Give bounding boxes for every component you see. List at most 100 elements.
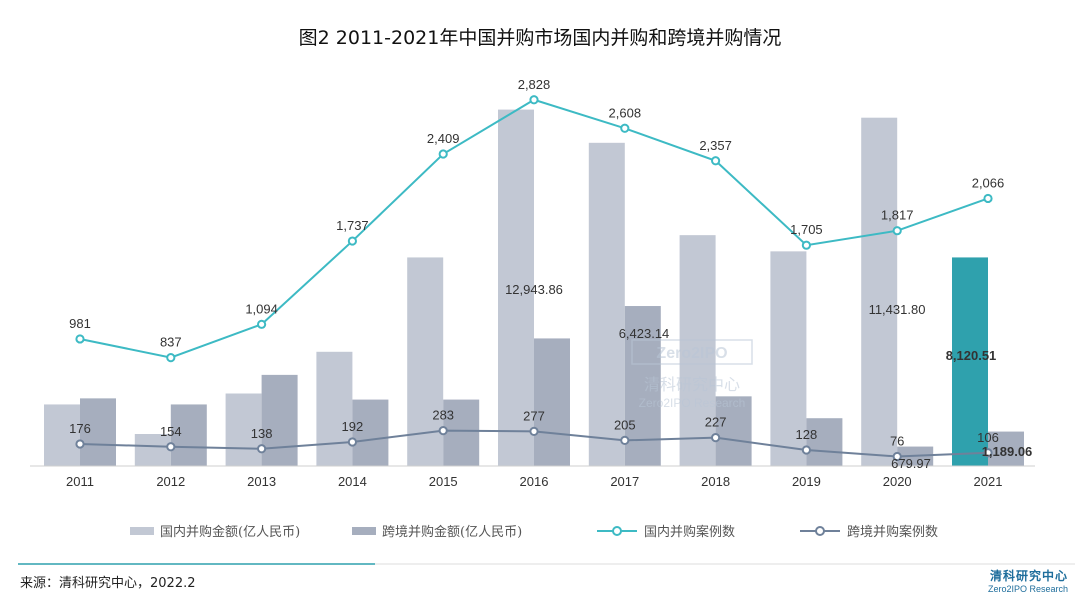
- label-domestic-amount-2021: 8,120.51: [946, 348, 997, 363]
- label-domestic-cases-2011: 981: [69, 316, 91, 331]
- legend-swatch-1: [352, 527, 376, 535]
- watermark: Zero2IPO 清科研究中心 Zero2IPO Research: [631, 339, 753, 410]
- label-domestic-cases-2019: 1,705: [790, 222, 823, 237]
- x-tick-2014: 2014: [338, 474, 367, 489]
- watermark-logo: Zero2IPO: [656, 345, 727, 362]
- point-cross-2013: [257, 444, 267, 454]
- label-domestic-amount-2020: 11,431.80: [869, 302, 926, 317]
- point-domestic-2020: [892, 226, 902, 236]
- bar-domestic-2020: [861, 117, 898, 466]
- label-cross-cases-2011: 176: [69, 421, 91, 436]
- bar-cross-2014: [352, 399, 389, 466]
- x-tick-2011: 2011: [66, 474, 94, 489]
- legend-label-1: 跨境并购金额(亿人民币): [382, 524, 522, 540]
- watermark-logo-frame: [631, 339, 753, 365]
- label-domestic-cases-2020: 1,817: [881, 208, 914, 223]
- x-axis: 2011 2012 2013 2014 2015 2016 2017 2018 2019 2020…: [30, 465, 1035, 489]
- x-tick-2012: 2012: [156, 474, 185, 489]
- point-cross-2017: [620, 435, 630, 445]
- source-note: 来源：清科研究中心，2022.2: [20, 576, 196, 591]
- point-cross-2018: [711, 433, 721, 443]
- label-cross-cases-2019: 128: [796, 427, 818, 442]
- bar-domestic-2017: [588, 142, 625, 466]
- label-cross-cases-2020: 76: [890, 434, 904, 449]
- bars-layer: [44, 109, 1024, 466]
- bar-domestic-2018: [679, 235, 716, 466]
- x-tick-2013: 2013: [247, 474, 276, 489]
- point-cross-2012: [166, 442, 176, 452]
- legend-label-2: 国内并购案例数: [644, 524, 735, 540]
- label-domestic-cases-2012: 837: [160, 335, 182, 350]
- bar-domestic-2013: [225, 393, 262, 466]
- legend-swatch-0: [130, 527, 154, 535]
- point-domestic-2016: [529, 95, 539, 105]
- label-cross-cases-2012: 154: [160, 424, 182, 439]
- label-cross-cases-2016: 277: [523, 408, 545, 423]
- point-cross-2015: [438, 426, 448, 436]
- label-domestic-cases-2016: 2,828: [518, 77, 551, 92]
- legend-marker-3: [815, 526, 825, 536]
- label-cross-cases-2014: 192: [342, 419, 364, 434]
- bar-cross-2015: [443, 399, 480, 466]
- bar-domestic-2012: [134, 434, 171, 466]
- watermark-cn: 清科研究中心: [644, 376, 740, 394]
- point-cross-2016: [529, 426, 539, 436]
- label-cross-cases-2017: 205: [614, 417, 636, 432]
- x-tick-2021: 2021: [974, 474, 1003, 489]
- bar-cross-2013: [261, 374, 298, 466]
- point-cross-2014: [347, 437, 357, 447]
- point-cross-2020: [892, 451, 902, 462]
- bar-cross-2021: [988, 431, 1024, 466]
- x-tick-2020: 2020: [883, 474, 912, 489]
- point-domestic-2021: [983, 193, 993, 204]
- brand-name-en: Zero2IPO Research: [987, 584, 1068, 594]
- label-domestic-cases-2015: 2,409: [427, 131, 460, 146]
- label-cross-amount-2021: 1,189.06: [982, 444, 1033, 459]
- label-domestic-amount-2016: 12,943.86: [505, 282, 563, 297]
- x-tick-2019: 2019: [792, 474, 821, 489]
- label-cross-cases-2015: 283: [432, 408, 454, 423]
- bar-domestic-2011: [44, 404, 80, 466]
- bar-domestic-2019: [770, 251, 807, 466]
- label-domestic-cases-2013: 1,094: [245, 301, 278, 316]
- bar-cross-2019: [806, 418, 843, 466]
- x-tick-2017: 2017: [610, 474, 639, 489]
- label-cross-cases-2021: 106: [977, 430, 999, 445]
- point-cross-2021: [983, 448, 993, 458]
- chart-title: 图2 2011-2021年中国并购市场国内并购和跨境并购情况: [299, 27, 782, 49]
- x-tick-2018: 2018: [701, 474, 730, 489]
- bar-domestic-2014: [316, 351, 353, 466]
- label-domestic-cases-2014: 1,737: [336, 218, 369, 233]
- x-tick-2016: 2016: [520, 474, 549, 489]
- label-cross-amount-2017: 6,423.14: [619, 326, 670, 341]
- legend-marker-2: [612, 526, 622, 536]
- point-domestic-2017: [620, 123, 630, 133]
- label-domestic-cases-2018: 2,357: [699, 138, 732, 153]
- label-domestic-cases-2021: 2,066: [972, 175, 1005, 190]
- point-domestic-2013: [257, 319, 267, 329]
- legend: 国内并购金额(亿人民币) 跨境并购金额(亿人民币) 国内并购案例数 跨境并购案例数: [130, 524, 938, 540]
- point-domestic-2014: [347, 236, 357, 246]
- point-cross-2011: [75, 439, 85, 449]
- bar-domestic-2021: [952, 257, 988, 466]
- point-domestic-2012: [166, 353, 176, 363]
- label-cross-cases-2013: 138: [251, 426, 273, 441]
- point-domestic-2018: [711, 156, 721, 166]
- point-cross-2019: [801, 445, 812, 455]
- bar-cross-2016: [534, 338, 570, 466]
- lines-layer: [75, 95, 993, 462]
- bar-cross-2018: [715, 396, 752, 466]
- label-cross-cases-2018: 227: [705, 415, 727, 430]
- point-domestic-2019: [801, 240, 812, 250]
- x-tick-2015: 2015: [429, 474, 458, 489]
- point-domestic-2011: [75, 334, 85, 344]
- bar-domestic-2016: [498, 109, 534, 466]
- watermark-en: Zero2IPO Research: [639, 396, 746, 410]
- bar-cross-2012: [170, 404, 207, 466]
- brand-name-cn: 清科研究中心: [989, 569, 1068, 583]
- label-cross-amount-2020: 679.97: [891, 456, 931, 471]
- legend-label-3: 跨境并购案例数: [847, 524, 938, 540]
- legend-label-0: 国内并购金额(亿人民币): [160, 524, 300, 540]
- label-domestic-cases-2017: 2,608: [609, 105, 642, 120]
